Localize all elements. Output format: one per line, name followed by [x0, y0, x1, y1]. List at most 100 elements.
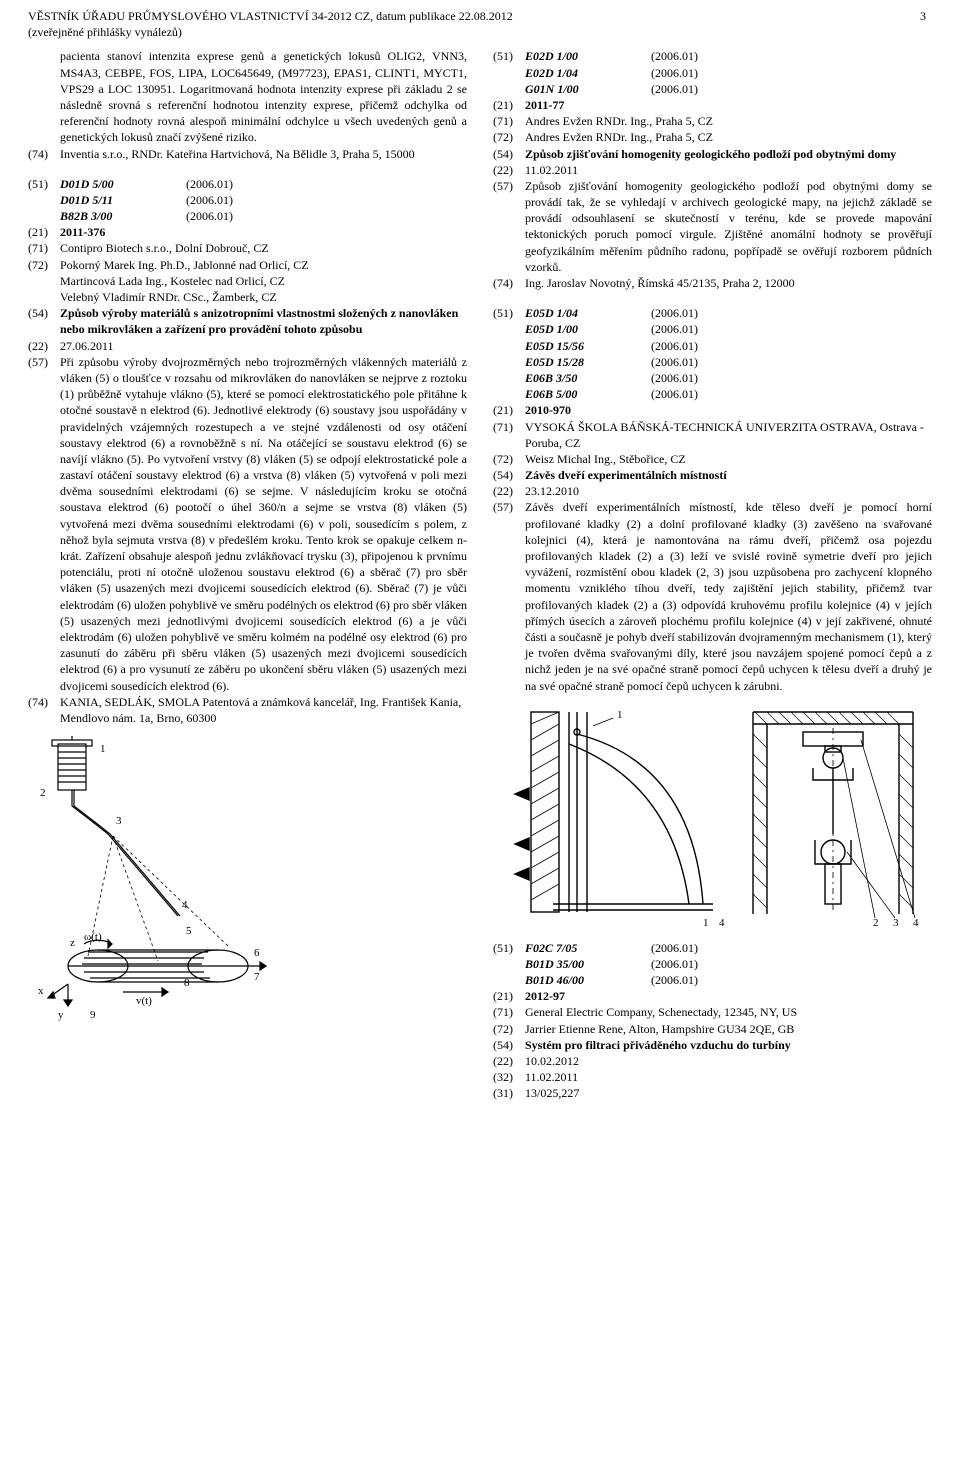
class-year: (2006.01): [651, 956, 932, 972]
tag-51: (51): [493, 940, 525, 956]
tag-71: (71): [493, 113, 525, 129]
fig1-label-omega: ω(t): [84, 931, 102, 943]
left-column: pacienta stanoví intenzita exprese genů …: [28, 48, 467, 1109]
class-code: E05D 1/04: [525, 305, 645, 321]
figure-2: 1 1 2 4 4 3: [493, 704, 932, 934]
class-code: F02C 7/05: [525, 940, 645, 956]
fig2-label-3: 3: [893, 917, 899, 929]
val-71: Andres Evžen RNDr. Ing., Praha 5, CZ: [525, 113, 713, 129]
val-21: 2011-376: [60, 224, 105, 240]
val-54: Závěs dveří experimentálních místností: [525, 467, 727, 483]
val-22: 10.02.2012: [525, 1053, 579, 1069]
val-22: 23.12.2010: [525, 483, 579, 499]
columns: pacienta stanoví intenzita exprese genů …: [28, 48, 932, 1109]
continuation-block: pacienta stanoví intenzita exprese genů …: [28, 48, 467, 161]
tag-72: (72): [493, 1021, 525, 1037]
tag-54: (54): [493, 467, 525, 483]
fig1-label-6: 6: [254, 947, 260, 959]
tag-74: (74): [493, 275, 525, 291]
val-57: Způsob zjišťování homogenity geologickéh…: [525, 178, 932, 275]
val-57: Závěs dveří experimentálních místností, …: [525, 499, 932, 693]
tag-31: (31): [493, 1085, 525, 1101]
val-72: Pokorný Marek Ing. Ph.D., Jablonné nad O…: [60, 257, 309, 306]
val-71: VYSOKÁ ŠKOLA BÁŇSKÁ-TECHNICKÁ UNIVERZITA…: [525, 419, 932, 451]
tag-22: (22): [493, 162, 525, 178]
tag-74: (74): [28, 694, 60, 710]
class-code: B01D 46/00: [525, 972, 645, 988]
header-line-2: (zveřejněné přihlášky vynálezů): [28, 24, 932, 40]
fig1-label-9: 9: [90, 1009, 96, 1021]
val-72: Andres Evžen RNDr. Ing., Praha 5, CZ: [525, 129, 713, 145]
tag-21: (21): [493, 402, 525, 418]
tag-57: (57): [493, 178, 525, 194]
tag-21: (21): [493, 988, 525, 1004]
tag-54: (54): [28, 305, 60, 321]
class-year: (2006.01): [651, 370, 932, 386]
class-year: (2006.01): [186, 192, 467, 208]
val-72: Weisz Michal Ing., Stěbořice, CZ: [525, 451, 686, 467]
val-71: Contipro Biotech s.r.o., Dolní Dobrouč, …: [60, 240, 269, 256]
val-57: Při způsobu výroby dvojrozměrných nebo t…: [60, 354, 467, 694]
fig1-label-2: 2: [40, 787, 46, 799]
class-code: E05D 15/28: [525, 354, 645, 370]
val-74: Ing. Jaroslav Novotný, Římská 45/2135, P…: [525, 275, 795, 291]
tag-71: (71): [493, 1004, 525, 1020]
application-3: (51) E05D 1/04(2006.01) E05D 1/00(2006.0…: [493, 305, 932, 694]
class-code: E05D 15/56: [525, 338, 645, 354]
fig1-label-v: v(t): [136, 995, 152, 1007]
class-year: (2006.01): [651, 305, 932, 321]
val-54: Způsob výroby materiálů s anizotropními …: [60, 305, 467, 337]
fig2-label-2: 2: [873, 917, 879, 929]
fig2-label-4-right: 4: [913, 917, 919, 929]
class-code: B82B 3/00: [60, 208, 180, 224]
figure-2-svg: 1 1 2 4 4 3: [493, 704, 933, 934]
class-year: (2006.01): [186, 176, 467, 192]
tag-54: (54): [493, 1037, 525, 1053]
class-year: (2006.01): [651, 354, 932, 370]
val-31: 13/025,227: [525, 1085, 579, 1101]
tag-72: (72): [28, 257, 60, 273]
tag-22: (22): [493, 1053, 525, 1069]
tag-21: (21): [493, 97, 525, 113]
tag-57: (57): [493, 499, 525, 515]
right-column: (51) E02D 1/00(2006.01) E02D 1/04(2006.0…: [493, 48, 932, 1109]
page-header: VĚSTNÍK ÚŘADU PRŮMYSLOVÉHO VLASTNICTVÍ 3…: [28, 8, 932, 40]
tag-51: (51): [28, 176, 60, 192]
class-code: D01D 5/00: [60, 176, 180, 192]
class-year: (2006.01): [651, 940, 932, 956]
val-22: 11.02.2011: [525, 162, 578, 178]
tag-71: (71): [28, 240, 60, 256]
class-year: (2006.01): [651, 65, 932, 81]
val-74: KANIA, SEDLÁK, SMOLA Patentová a známkov…: [60, 694, 467, 726]
fig1-label-z: z: [70, 937, 75, 949]
tag-72: (72): [493, 129, 525, 145]
fig1-label-5: 5: [186, 925, 192, 937]
val-22: 27.06.2011: [60, 338, 114, 354]
tag-71: (71): [493, 419, 525, 435]
fig1-label-8: 8: [184, 977, 190, 989]
fig2-label-1-left: 1: [617, 709, 623, 721]
class-code: E02D 1/00: [525, 48, 645, 64]
class-code: D01D 5/11: [60, 192, 180, 208]
val-32: 11.02.2011: [525, 1069, 578, 1085]
class-code: B01D 35/00: [525, 956, 645, 972]
application-1: (51) D01D 5/00 (2006.01) D01D 5/11 (2006.0…: [28, 176, 467, 726]
val-21: 2011-77: [525, 97, 564, 113]
val-21: 2010-970: [525, 402, 571, 418]
class-year: (2006.01): [651, 972, 932, 988]
classification-grid: D01D 5/00 (2006.01) D01D 5/11 (2006.01) B8…: [60, 176, 467, 225]
fig1-label-x: x: [38, 985, 44, 997]
tag-72: (72): [493, 451, 525, 467]
class-code: G01N 1/00: [525, 81, 645, 97]
val-21: 2012-97: [525, 988, 565, 1004]
class-year: (2006.01): [651, 386, 932, 402]
fig2-label-1-right: 1: [703, 917, 709, 929]
class-year: (2006.01): [651, 81, 932, 97]
fig1-label-3: 3: [116, 815, 122, 827]
class-year: (2006.01): [651, 48, 932, 64]
class-year: (2006.01): [186, 208, 467, 224]
tag-57: (57): [28, 354, 60, 370]
tag-32: (32): [493, 1069, 525, 1085]
figure-1: 1 2 3 4 5 6 7 8 9 ω(t) v(t) z x y: [28, 736, 467, 1026]
val-72: Jarrier Etienne Rene, Alton, Hampshire G…: [525, 1021, 794, 1037]
